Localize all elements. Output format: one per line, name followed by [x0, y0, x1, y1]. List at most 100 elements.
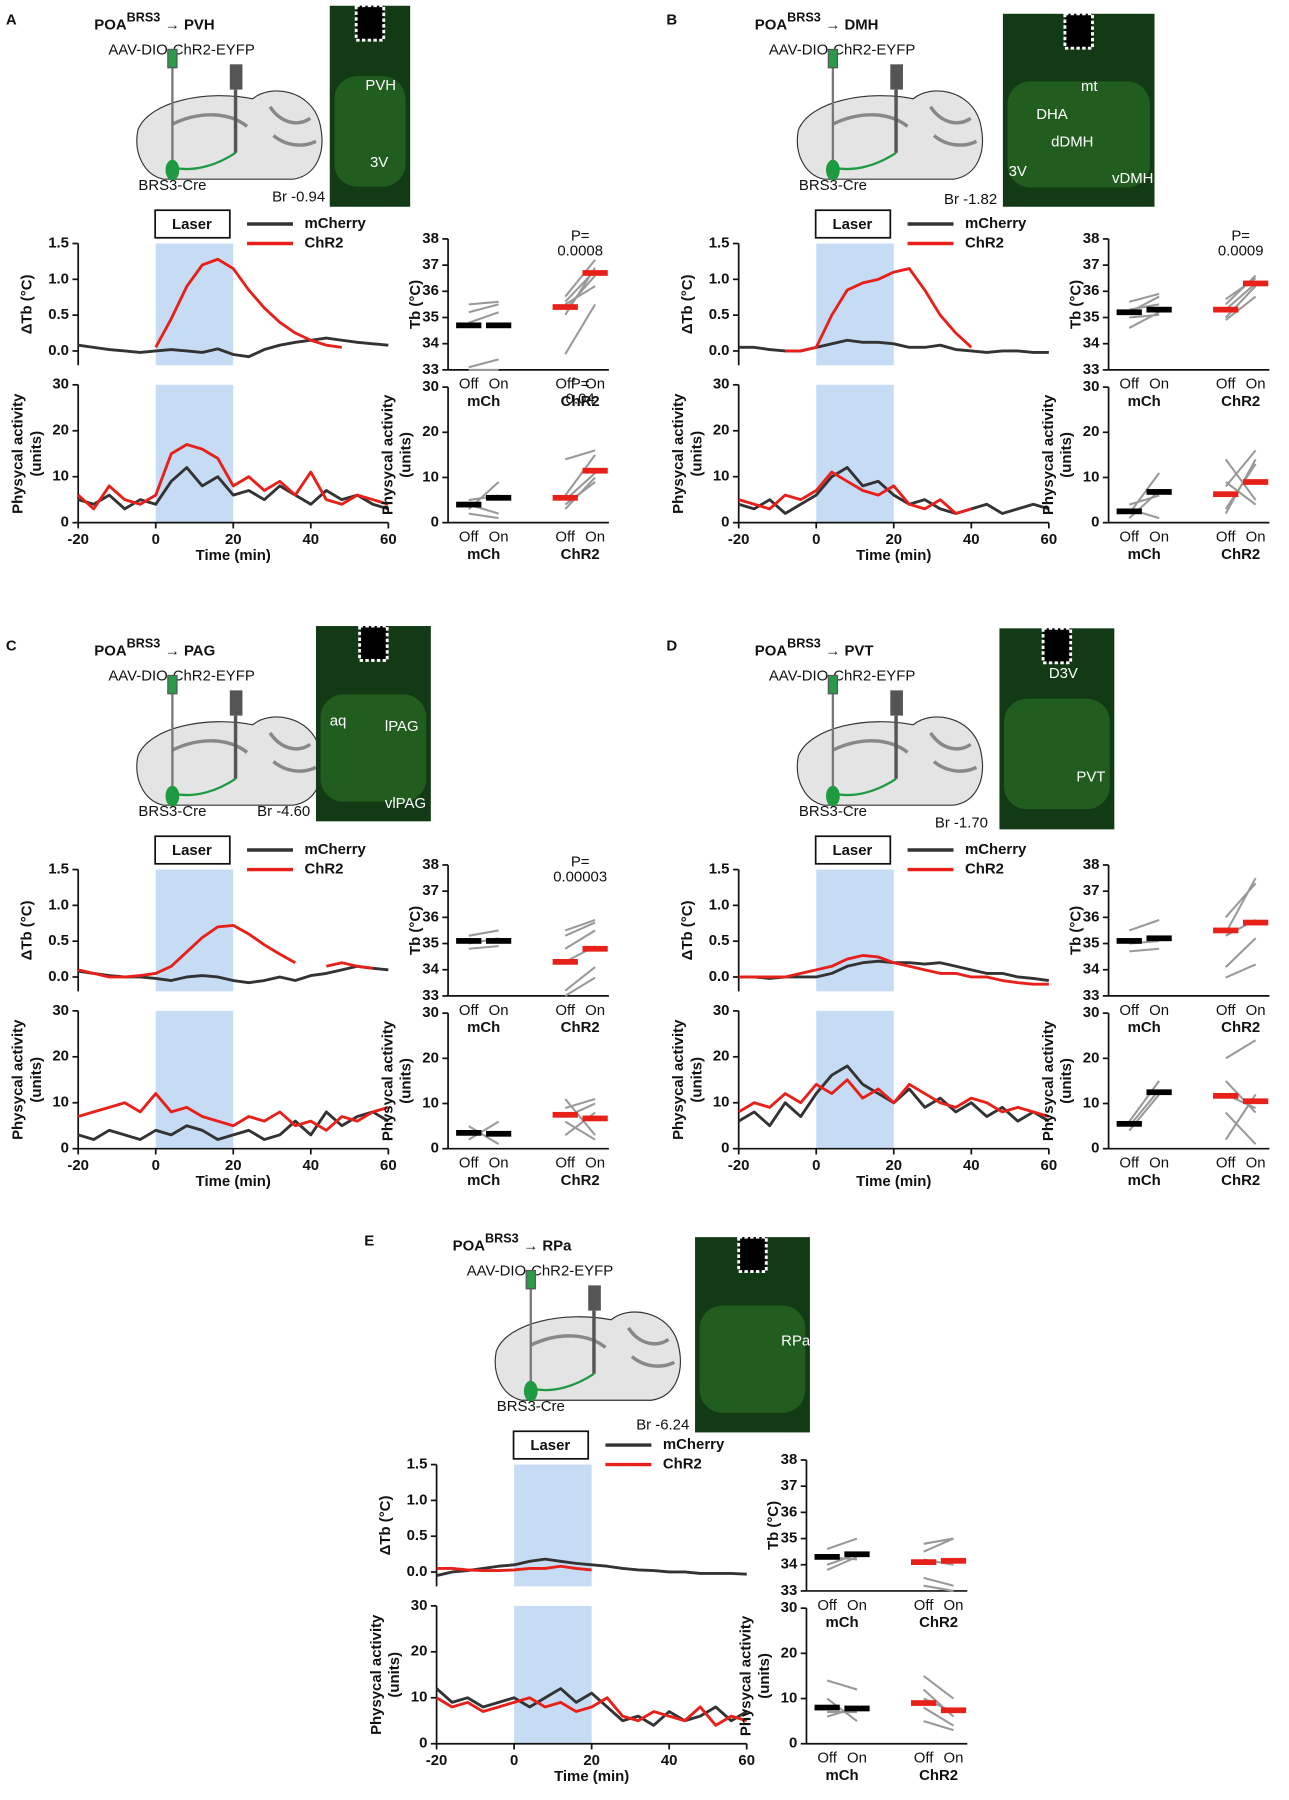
mean-bar	[844, 1705, 870, 1712]
panel-letter: C	[6, 638, 17, 655]
category-label: Off	[555, 1155, 575, 1172]
x-tick-label: 0	[152, 1157, 160, 1174]
category-label: Off	[914, 1750, 934, 1767]
syringe	[827, 48, 839, 69]
region-label: lPAG	[385, 718, 419, 735]
mean-bar	[485, 322, 512, 329]
mean-bar	[1146, 306, 1172, 313]
x-tick-label: 0	[152, 531, 160, 548]
p-value: 0.00003	[553, 869, 607, 886]
injection-site	[825, 785, 840, 807]
y-tick-label: 30	[713, 1002, 730, 1019]
syringe	[167, 48, 178, 69]
x-tick-label: 40	[303, 1157, 320, 1174]
laser-period	[816, 243, 894, 366]
series-line	[738, 470, 972, 515]
legend-box	[154, 209, 231, 239]
mean-bar	[910, 1700, 937, 1706]
category-label: Off	[1119, 529, 1139, 546]
y-axis-label: Physycal activity	[670, 1019, 687, 1140]
y-axis-label: Tb (°C)	[407, 906, 424, 955]
y-tick-label: 30	[1083, 1004, 1100, 1021]
individual-pair	[1225, 295, 1257, 321]
individual-pair	[923, 1537, 954, 1553]
y-tick-label: 33	[422, 361, 439, 378]
y-tick-label: 10	[713, 468, 730, 485]
individual-pair	[468, 945, 499, 950]
group-label: mCh	[467, 393, 500, 410]
y-tick-label: 1.0	[48, 896, 69, 913]
y-tick-label: 37	[422, 882, 439, 899]
x-axis-label: Time (min)	[856, 1173, 931, 1190]
individual-pair	[564, 976, 596, 997]
title-superscript: BRS3	[485, 1232, 519, 1246]
individual-pair	[1128, 1080, 1160, 1123]
series-line	[77, 443, 389, 511]
individual-pair	[564, 1098, 596, 1136]
legend-label: ChR2	[965, 860, 1004, 877]
category-label: Off	[555, 1002, 575, 1019]
brain-detail	[171, 105, 317, 147]
individual-pair	[1224, 449, 1257, 488]
region-label: vlPAG	[385, 795, 426, 812]
y-tick-label: 0.0	[48, 342, 69, 359]
virus-label: AAV-DIO-ChR2-EYFP	[467, 1263, 614, 1280]
y-tick-label: 30	[713, 376, 730, 393]
individual-pair	[468, 512, 499, 520]
category-label: On	[847, 1750, 867, 1767]
group-label: ChR2	[561, 393, 600, 410]
legend-label: ChR2	[304, 234, 343, 251]
y-axis-label: Physycal activity	[738, 1615, 755, 1736]
optic-fiber	[890, 690, 903, 716]
y-axis-label: Physycal activity	[1040, 394, 1057, 515]
x-axis-label: Time (min)	[554, 1768, 629, 1785]
legend-label: mCherry	[965, 841, 1027, 858]
panel-title: POABRS3 → PVH	[94, 11, 214, 33]
y-tick-label: 0.5	[48, 306, 69, 323]
x-tick-label: 20	[583, 1752, 600, 1769]
y-axis-label: Tb (°C)	[407, 280, 424, 329]
histology-glow	[1004, 698, 1110, 810]
region-label: 3V	[370, 154, 388, 171]
individual-pair	[1128, 472, 1160, 515]
brain-detail	[832, 105, 978, 147]
y-tick-label: 30	[422, 1004, 439, 1021]
individual-pair	[564, 966, 596, 992]
legend-title: Laser	[530, 1437, 570, 1454]
legend-title: Laser	[832, 216, 872, 233]
panel-title: POABRS3 → DMH	[755, 11, 879, 33]
y-tick-label: 30	[781, 1599, 798, 1616]
y-tick-label: 34	[422, 335, 439, 352]
series-line	[436, 1564, 592, 1573]
y-tick-label: 1.5	[709, 860, 730, 877]
mean-bar	[485, 938, 512, 944]
y-tick-label: 0	[1091, 514, 1099, 531]
y-axis-label: ΔTb (°C)	[19, 274, 36, 334]
y-axis-label: (units)	[398, 432, 415, 478]
x-tick-label: -20	[728, 1157, 750, 1174]
category-label: Off	[1119, 1155, 1139, 1172]
y-tick-label: 30	[411, 1597, 428, 1614]
fiber-track	[358, 624, 389, 662]
x-tick-label: 40	[963, 1157, 980, 1174]
x-tick-label: 60	[380, 1157, 397, 1174]
individual-pair	[1225, 963, 1257, 979]
individual-pair	[1128, 292, 1160, 303]
y-tick-label: 35	[1083, 934, 1100, 951]
y-tick-label: 35	[1083, 308, 1100, 325]
group-label: ChR2	[561, 1172, 600, 1189]
group-label: mCh	[1128, 393, 1161, 410]
fiber-track	[1063, 12, 1094, 50]
cre-label: BRS3-Cre	[138, 177, 206, 194]
y-tick-label: 10	[52, 1094, 69, 1111]
y-tick-label: 10	[1083, 1094, 1100, 1111]
y-tick-label: 37	[781, 1477, 798, 1494]
title-text: POA	[94, 642, 127, 659]
brain-outline	[796, 90, 984, 180]
histology-glow	[334, 76, 406, 187]
y-tick-label: 30	[52, 1002, 69, 1019]
mean-bar	[1213, 491, 1239, 498]
legend-label: mCherry	[304, 215, 366, 232]
y-tick-label: 33	[422, 987, 439, 1004]
p-value: P=	[571, 376, 590, 393]
